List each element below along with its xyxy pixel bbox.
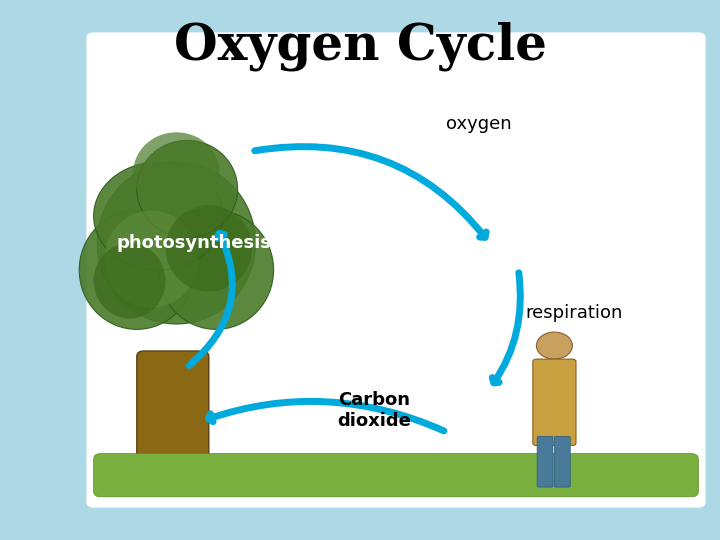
Text: respiration: respiration: [526, 304, 623, 322]
Text: photosynthesis: photosynthesis: [117, 234, 272, 252]
Ellipse shape: [97, 162, 256, 324]
Text: Oxygen Cycle: Oxygen Cycle: [174, 22, 546, 71]
Ellipse shape: [79, 211, 194, 329]
FancyBboxPatch shape: [537, 436, 553, 487]
Ellipse shape: [104, 211, 198, 308]
Ellipse shape: [94, 162, 223, 270]
FancyArrowPatch shape: [209, 401, 444, 431]
FancyArrowPatch shape: [255, 146, 486, 237]
FancyBboxPatch shape: [137, 351, 209, 481]
FancyBboxPatch shape: [86, 32, 706, 508]
Circle shape: [536, 332, 572, 359]
FancyArrowPatch shape: [492, 273, 521, 383]
Ellipse shape: [137, 140, 238, 238]
Text: Carbon
dioxide: Carbon dioxide: [338, 391, 411, 430]
Text: oxygen: oxygen: [446, 115, 512, 133]
Ellipse shape: [158, 211, 274, 329]
Ellipse shape: [94, 243, 166, 319]
FancyArrowPatch shape: [189, 233, 233, 366]
FancyBboxPatch shape: [554, 436, 570, 487]
FancyBboxPatch shape: [533, 359, 576, 446]
Ellipse shape: [133, 132, 220, 213]
Ellipse shape: [166, 205, 252, 292]
FancyBboxPatch shape: [94, 454, 698, 497]
